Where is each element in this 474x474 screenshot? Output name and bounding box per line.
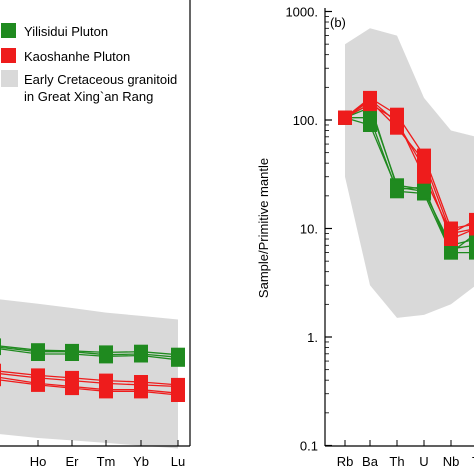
data-point-red <box>0 372 1 387</box>
data-point-red <box>31 377 45 392</box>
legend-label-kaoshanhe: Kaoshanhe Pluton <box>24 49 130 64</box>
data-point-red <box>65 381 79 396</box>
panel-b-x-tick-labels: Rb Ba Th U Nb T <box>337 454 474 469</box>
data-point-green <box>31 347 45 361</box>
x-tick-label: Lu <box>171 454 185 469</box>
panel-a-x-tick-labels: yHoErTmYbLu <box>30 454 186 469</box>
data-point-green <box>0 341 1 356</box>
panel-b-series-markers <box>338 90 474 260</box>
legend-marker-yilisidui <box>1 23 16 38</box>
panel-b-y-tick-labels: 1000. 100. 10. 1. 0.1 <box>285 5 318 454</box>
data-point-red <box>134 384 148 399</box>
legend: Yilisidui Pluton Kaoshanhe Pluton Early … <box>1 23 177 104</box>
panel-b-granitoid-field <box>345 28 474 318</box>
y-tick-label: 100. <box>293 113 318 128</box>
panel-b-y-ticks <box>325 10 332 447</box>
data-point-red <box>338 110 352 125</box>
panel-a-series-markers <box>0 338 185 402</box>
legend-marker-kaoshanhe <box>1 48 16 63</box>
data-point-red <box>469 221 474 236</box>
legend-label-granitoid-line1: Early Cretaceous granitoid <box>24 72 177 87</box>
x-tick-label: T <box>472 454 474 469</box>
data-point-green <box>417 184 431 199</box>
legend-label-granitoid-line2: in Great Xing`an Rang <box>24 89 153 104</box>
data-point-red <box>417 161 431 176</box>
data-point-red <box>444 232 458 246</box>
data-point-green <box>469 232 474 246</box>
data-point-green <box>390 180 404 195</box>
data-point-red <box>99 373 113 388</box>
panel-b-label: (b) <box>330 15 346 30</box>
data-point-red <box>0 363 1 378</box>
granitoid-field-area <box>0 299 178 449</box>
legend-label-yilisidui: Yilisidui Pluton <box>24 24 108 39</box>
panel-b-y-axis-title: Sample/Primitive mantle <box>256 158 271 298</box>
x-tick-label: U <box>419 454 428 469</box>
x-tick-label: Ba <box>362 454 379 469</box>
data-point-green <box>65 347 79 361</box>
granitoid-field-area <box>345 28 474 318</box>
data-point-green <box>363 118 377 132</box>
x-tick-label: Ho <box>30 454 47 469</box>
panel-a-x-ticks <box>37 440 179 446</box>
data-point-red <box>171 388 185 402</box>
legend-marker-granitoid-field <box>1 70 18 87</box>
data-point-green <box>171 352 185 367</box>
data-point-red <box>363 92 377 107</box>
data-point-green <box>99 349 113 364</box>
x-tick-label: Rb <box>337 454 354 469</box>
y-tick-label: 1. <box>307 330 318 345</box>
panel-a-granitoid-field <box>0 299 178 449</box>
y-tick-label: 1000. <box>285 5 318 20</box>
x-tick-label: Er <box>66 454 80 469</box>
data-point-red <box>469 212 474 227</box>
x-tick-label: Nb <box>443 454 460 469</box>
panel-b: 1000. 100. 10. 1. 0.1 Rb Ba Th U Nb T (b) Sample/… <box>256 5 474 469</box>
x-tick-label: Th <box>389 454 404 469</box>
panel-b-x-ticks <box>344 440 452 446</box>
y-tick-label: 10. <box>300 222 318 237</box>
x-tick-label: Yb <box>133 454 149 469</box>
x-tick-label: Tm <box>97 454 116 469</box>
data-point-red <box>99 384 113 399</box>
data-point-green <box>134 348 148 363</box>
panel-a: yHoErTmYbLu Yilisidui Pluton Kaoshanhe P… <box>0 0 191 469</box>
data-point-green <box>469 245 474 260</box>
data-point-red <box>390 115 404 130</box>
y-tick-label: 0.1 <box>300 439 318 454</box>
